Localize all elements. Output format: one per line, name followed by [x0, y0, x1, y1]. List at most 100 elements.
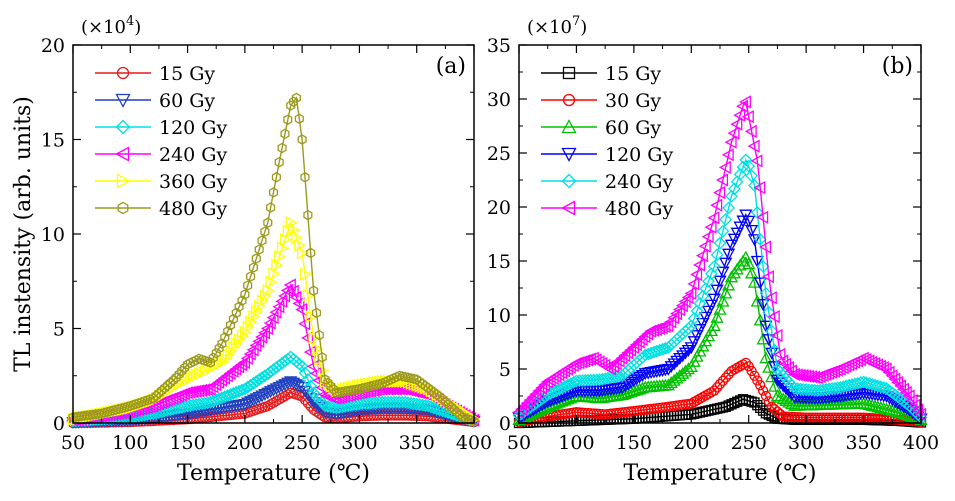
legend-marker	[116, 173, 131, 189]
data-point	[716, 294, 730, 307]
data-point	[235, 383, 249, 397]
data-point	[238, 382, 252, 396]
data-point	[627, 375, 641, 388]
x-tick-label: 100	[112, 432, 148, 454]
data-point	[770, 389, 784, 402]
data-point	[885, 403, 899, 416]
data-point	[767, 310, 780, 324]
data-point	[131, 398, 141, 410]
legend-label: 240 Gy	[159, 144, 227, 166]
data-point	[258, 369, 272, 383]
x-tick-label: 150	[616, 432, 652, 454]
data-point	[753, 181, 766, 195]
data-point	[238, 398, 252, 411]
data-point	[865, 398, 879, 411]
data-point	[558, 380, 572, 393]
x-tick-label: 300	[788, 432, 824, 454]
data-point	[255, 390, 269, 403]
data-point	[232, 384, 246, 398]
data-point	[755, 402, 766, 414]
data-point	[756, 259, 770, 273]
data-point	[747, 234, 762, 247]
data-point	[369, 380, 379, 391]
data-point	[711, 382, 723, 393]
data-point	[689, 396, 700, 408]
data-point	[242, 320, 255, 334]
data-point	[687, 311, 701, 325]
data-point	[722, 248, 736, 261]
data-point	[311, 307, 322, 319]
data-point	[241, 380, 255, 394]
data-point	[271, 172, 281, 183]
data-point	[267, 363, 280, 377]
data-point	[719, 213, 733, 227]
data-point	[180, 362, 190, 373]
data-point	[710, 310, 724, 323]
data-point	[317, 364, 330, 378]
data-point	[779, 394, 793, 407]
data-point	[661, 363, 675, 376]
data-point	[741, 110, 754, 124]
data-point	[676, 350, 690, 363]
y-tick-label: 20	[41, 35, 65, 57]
data-point	[729, 364, 740, 375]
x-tick-label: 150	[169, 432, 205, 454]
data-point	[749, 397, 760, 408]
data-point	[721, 148, 734, 162]
data-point	[334, 387, 344, 398]
data-point	[799, 383, 813, 396]
data-point	[262, 284, 275, 298]
legend-marker	[115, 119, 131, 135]
legend-label: 60 Gy	[159, 90, 215, 112]
legend-entry: 30 Gy	[541, 90, 661, 112]
data-point	[793, 382, 807, 396]
data-point	[678, 347, 693, 360]
legend-entry: 120 Gy	[541, 144, 673, 166]
data-point	[537, 378, 550, 392]
data-point	[532, 384, 545, 398]
legend-label: 15 Gy	[605, 63, 661, 85]
legend-label: 480 Gy	[605, 198, 673, 220]
data-point	[762, 334, 776, 347]
data-point	[386, 374, 396, 385]
data-point	[763, 396, 774, 407]
x-tick-label: 300	[341, 432, 377, 454]
data-point	[240, 289, 250, 300]
series-group	[66, 92, 481, 429]
data-point	[264, 365, 278, 379]
data-point	[82, 410, 92, 421]
legend-marker	[116, 66, 130, 80]
data-point	[716, 266, 730, 279]
data-point	[275, 380, 289, 393]
data-point	[289, 96, 299, 107]
data-point	[854, 376, 868, 390]
legend-marker	[562, 93, 576, 107]
data-point	[171, 372, 181, 383]
data-point	[296, 246, 309, 260]
data-point	[409, 373, 419, 385]
data-point	[326, 380, 336, 392]
legend: 15 Gy 60 Gy 120 Gy 240 Gy 360 Gy 480 Gy	[95, 63, 227, 220]
data-point	[746, 396, 757, 407]
legend-marker	[561, 173, 577, 189]
data-point	[782, 395, 796, 408]
data-point	[742, 257, 756, 270]
data-point	[246, 394, 261, 407]
data-point	[759, 351, 773, 364]
data-point	[673, 353, 687, 366]
data-point	[117, 403, 127, 414]
data-point	[449, 404, 459, 415]
data-point	[177, 365, 187, 377]
y-tick-label: 25	[487, 143, 511, 165]
data-point	[309, 366, 322, 380]
data-point	[552, 382, 566, 396]
data-point	[298, 317, 311, 331]
data-point	[269, 383, 283, 396]
panel-label: (b)	[882, 54, 913, 79]
data-point	[268, 187, 279, 198]
data-point	[707, 259, 721, 273]
data-point	[633, 382, 647, 395]
data-point	[515, 406, 529, 420]
y-axis-title: TL instensity (arb. units)	[11, 96, 36, 372]
data-point	[807, 370, 820, 384]
